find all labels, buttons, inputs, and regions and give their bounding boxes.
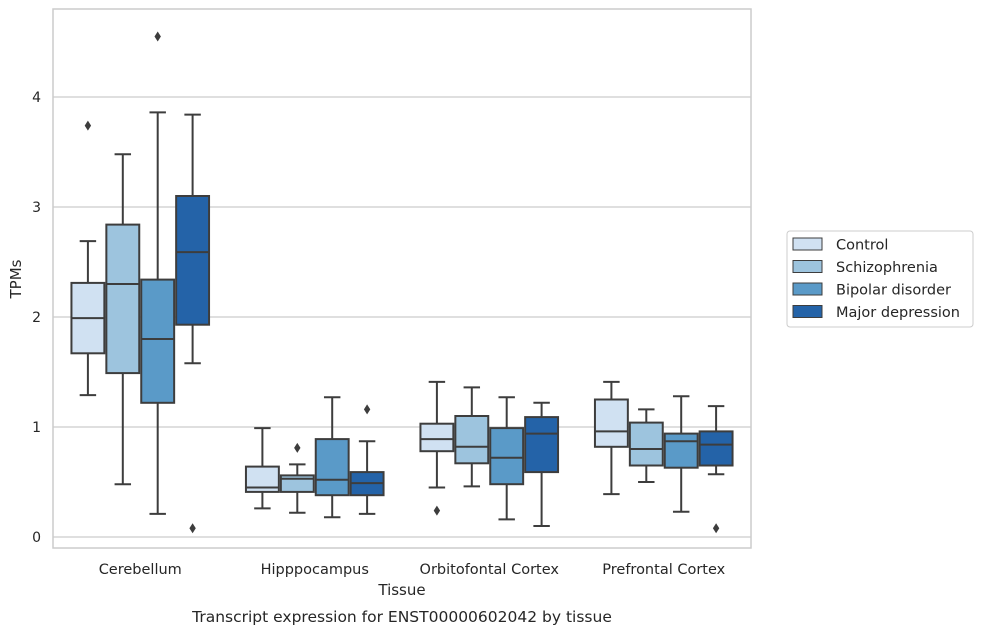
legend-swatch bbox=[792, 282, 823, 296]
box-plot-major-depression bbox=[524, 401, 560, 527]
legend: Control Schizophrenia Bipolar disorder Majo… bbox=[786, 230, 974, 328]
box bbox=[454, 415, 490, 465]
y-tick-label: 2 bbox=[32, 310, 41, 326]
x-tick-label: Prefrontal Cortex bbox=[602, 562, 725, 578]
box bbox=[698, 430, 734, 467]
outlier-marker bbox=[154, 31, 161, 42]
box-plot-major-depression bbox=[175, 113, 211, 534]
box-plot-schizophrenia bbox=[279, 442, 315, 514]
box bbox=[628, 421, 664, 467]
legend-swatch bbox=[792, 237, 823, 251]
y-tick-label: 4 bbox=[32, 90, 41, 106]
box-plot-control bbox=[244, 427, 280, 510]
box-layer bbox=[70, 31, 734, 534]
box bbox=[105, 223, 141, 375]
box-plot-schizophrenia bbox=[105, 153, 141, 486]
box bbox=[140, 278, 176, 404]
outlier-marker bbox=[712, 523, 720, 534]
x-tick-labels: Cerebellum Hipppocampus Orbitofontal Corte… bbox=[99, 562, 726, 578]
outlier-marker bbox=[363, 404, 371, 415]
y-axis-label: TPMs bbox=[7, 259, 25, 299]
box bbox=[524, 416, 560, 474]
box-plot-bipolar-disorder bbox=[140, 31, 176, 515]
box-plot-control bbox=[593, 380, 629, 496]
legend-entries: Control Schizophrenia Bipolar disorder Majo… bbox=[792, 237, 960, 321]
x-tick-label: Orbitofontal Cortex bbox=[420, 562, 560, 578]
box bbox=[593, 398, 629, 448]
x-tick-label: Cerebellum bbox=[99, 562, 182, 578]
box-plot-bipolar-disorder bbox=[314, 396, 350, 519]
legend-swatch bbox=[792, 260, 823, 273]
outlier-marker bbox=[294, 442, 301, 453]
box bbox=[314, 438, 350, 497]
x-axis-label: Tissue bbox=[377, 581, 425, 599]
chart-caption: Transcript expression for ENST0000060204… bbox=[191, 608, 612, 626]
box-plot-bipolar-disorder bbox=[489, 396, 525, 521]
box-plot-major-depression bbox=[349, 404, 385, 515]
legend-frame bbox=[786, 230, 974, 328]
legend-label: Control bbox=[836, 238, 888, 254]
box-plot-schizophrenia bbox=[628, 408, 664, 483]
y-tick-label: 0 bbox=[32, 530, 41, 546]
box bbox=[175, 195, 211, 326]
legend-label: Bipolar disorder bbox=[836, 283, 951, 299]
box bbox=[419, 422, 455, 453]
y-tick-label: 1 bbox=[32, 420, 41, 436]
box-plot-schizophrenia bbox=[454, 386, 490, 488]
x-tick-label: Hipppocampus bbox=[261, 562, 369, 578]
legend-swatch bbox=[792, 305, 823, 318]
box bbox=[663, 432, 699, 469]
y-tick-label: 3 bbox=[32, 200, 41, 216]
legend-label: Major depression bbox=[836, 305, 960, 321]
box bbox=[489, 427, 525, 486]
outlier-marker bbox=[84, 120, 92, 131]
outlier-marker bbox=[433, 505, 441, 516]
box-plot-control bbox=[70, 120, 106, 397]
legend-label: Schizophrenia bbox=[836, 260, 938, 276]
y-tick-labels: 0 1 2 3 4 bbox=[32, 90, 41, 546]
box-plot-major-depression bbox=[698, 405, 734, 534]
box-plot-bipolar-disorder bbox=[663, 395, 699, 513]
box-plot-control bbox=[419, 380, 455, 516]
outlier-marker bbox=[189, 523, 196, 534]
